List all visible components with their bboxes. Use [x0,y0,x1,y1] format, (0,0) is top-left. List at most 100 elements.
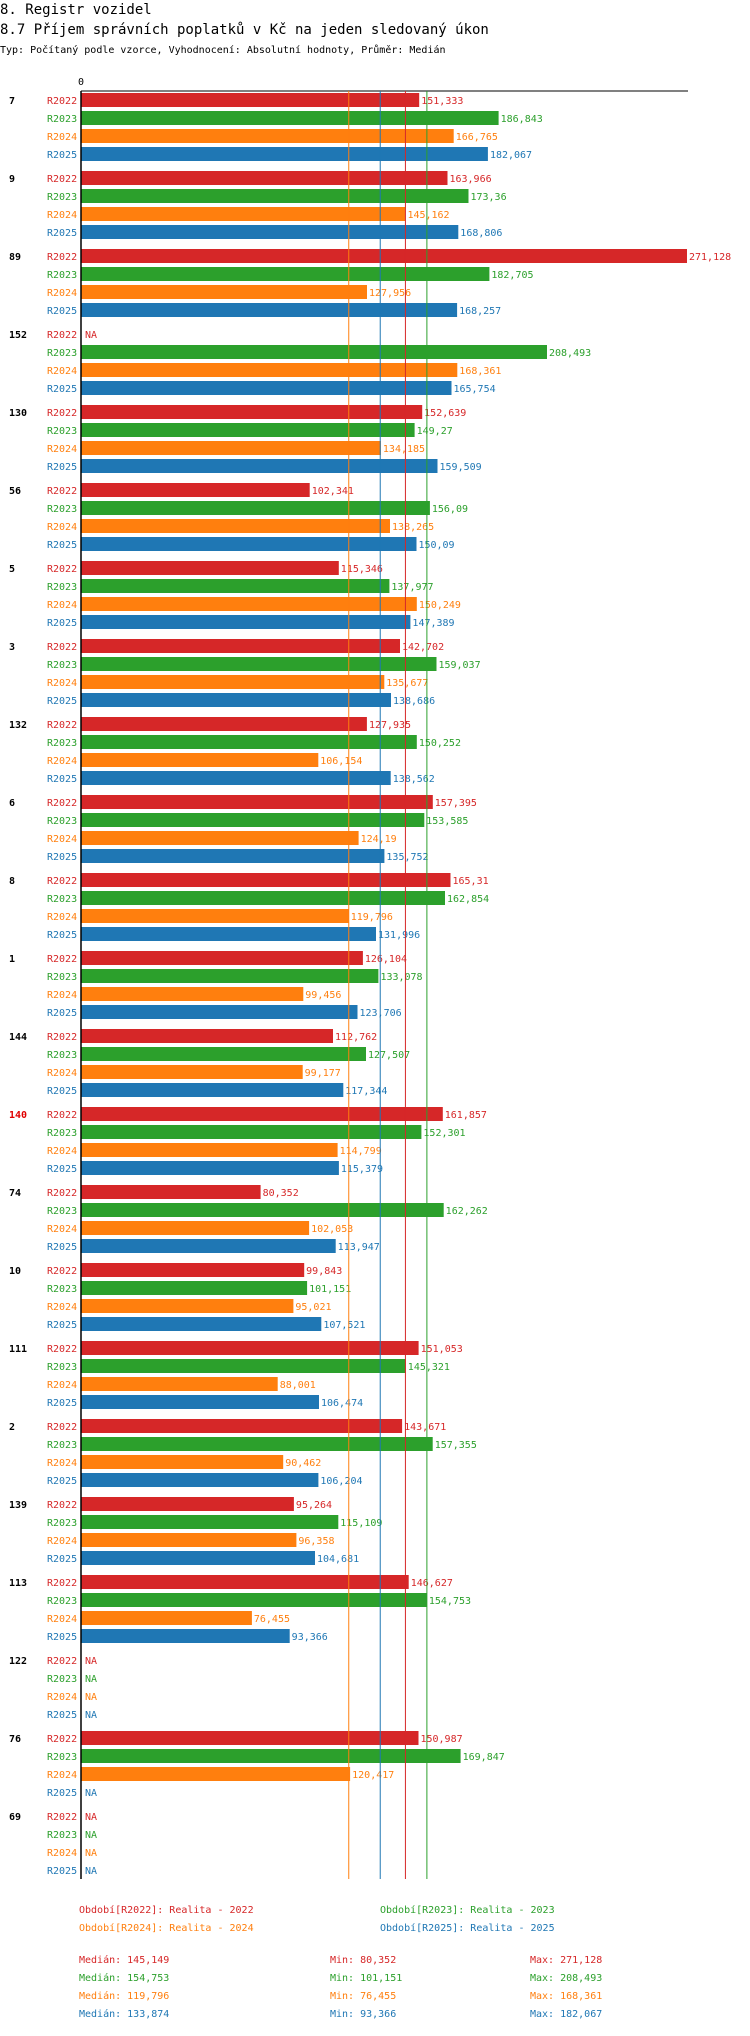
section-title: 8. Registr vozidel [0,2,152,18]
bar [81,483,310,497]
group-label: 6 [9,798,15,809]
bar [81,1203,444,1217]
group-label: 76 [9,1734,21,1745]
series-label: R2024 [47,444,77,455]
series-label: R2023 [47,738,77,749]
bar [81,951,363,965]
series-label: R2023 [47,1050,77,1061]
stat-median: Medián: 145,149 [79,1954,169,1966]
value-label: 102,053 [311,1224,353,1235]
bar [81,1473,319,1487]
bar [81,1611,252,1625]
value-label: 120,417 [352,1770,394,1781]
bar [81,987,304,1001]
series-label: R2024 [47,1146,77,1157]
series-label: R2024 [47,600,77,611]
series-label: R2022 [47,330,77,341]
bar [81,537,417,551]
legend-item: Období[R2025]: Realita - 2025 [380,1922,555,1934]
bar [81,111,499,125]
bar [81,1593,427,1607]
na-label: NA [85,1866,97,1877]
series-label: R2022 [47,408,77,419]
bar [81,1065,303,1079]
bar [81,405,423,419]
group-label: 8 [9,876,15,887]
value-label: 165,754 [453,384,495,395]
value-label: 137,977 [391,582,433,593]
series-label: R2024 [47,1458,77,1469]
series-label: R2025 [47,1008,77,1019]
group-label: 7 [9,96,15,107]
series-label: R2023 [47,972,77,983]
value-label: 127,956 [369,288,411,299]
value-label: 112,762 [335,1032,377,1043]
bar [81,891,445,905]
value-label: 115,346 [341,564,383,575]
bar [81,1551,315,1565]
series-label: R2023 [47,348,77,359]
bar [81,693,391,707]
value-label: 166,765 [456,132,498,143]
value-label: 173,36 [470,192,506,203]
group-label: 132 [9,720,27,731]
value-label: 113,947 [338,1242,380,1253]
series-label: R2022 [47,1734,77,1745]
value-label: 101,151 [309,1284,351,1295]
value-label: 169,847 [463,1752,505,1763]
value-label: 161,857 [445,1110,487,1121]
na-label: NA [85,330,97,341]
value-label: 133,078 [380,972,422,983]
series-label: R2023 [47,1362,77,1373]
value-label: 95,021 [295,1302,331,1313]
value-label: 138,562 [393,774,435,785]
bar [81,1341,419,1355]
series-label: R2025 [47,1632,77,1643]
bar [81,303,458,317]
value-label: 138,686 [393,696,435,707]
series-label: R2023 [47,1440,77,1451]
series-label: R2023 [47,894,77,905]
na-label: NA [85,1674,97,1685]
series-label: R2023 [47,192,77,203]
value-label: 80,352 [263,1188,299,1199]
series-label: R2022 [47,1188,77,1199]
value-label: 182,705 [491,270,533,281]
value-label: 165,31 [452,876,488,887]
value-label: 115,379 [341,1164,383,1175]
bar [81,717,367,731]
bar [81,285,367,299]
series-label: R2025 [47,462,77,473]
bar [81,267,490,281]
series-label: R2025 [47,1320,77,1331]
series-label: R2025 [47,852,77,863]
legend-item: Období[R2022]: Realita - 2022 [79,1904,254,1916]
value-label: 168,361 [459,366,501,377]
series-label: R2025 [47,1398,77,1409]
value-label: 152,639 [424,408,466,419]
value-label: 150,249 [419,600,461,611]
na-label: NA [85,1788,97,1799]
bar [81,93,420,107]
stat-min: Min: 101,151 [330,1973,402,1984]
series-label: R2024 [47,1770,77,1781]
stat-max: Max: 271,128 [530,1955,602,1966]
value-label: 131,996 [378,930,420,941]
bar [81,657,437,671]
series-label: R2024 [47,756,77,767]
bar [81,1125,422,1139]
bar [81,189,469,203]
stat-min: Min: 93,366 [330,2009,396,2020]
na-label: NA [85,1692,97,1703]
legend-item: Období[R2024]: Realita - 2024 [79,1922,254,1934]
series-label: R2024 [47,678,77,689]
series-label: R2025 [47,150,77,161]
value-label: 90,462 [285,1458,321,1469]
series-label: R2022 [47,642,77,653]
legend-item: Období[R2023]: Realita - 2023 [380,1904,555,1916]
bar [81,249,687,263]
na-label: NA [85,1830,97,1841]
bar [81,459,438,473]
series-label: R2025 [47,1788,77,1799]
